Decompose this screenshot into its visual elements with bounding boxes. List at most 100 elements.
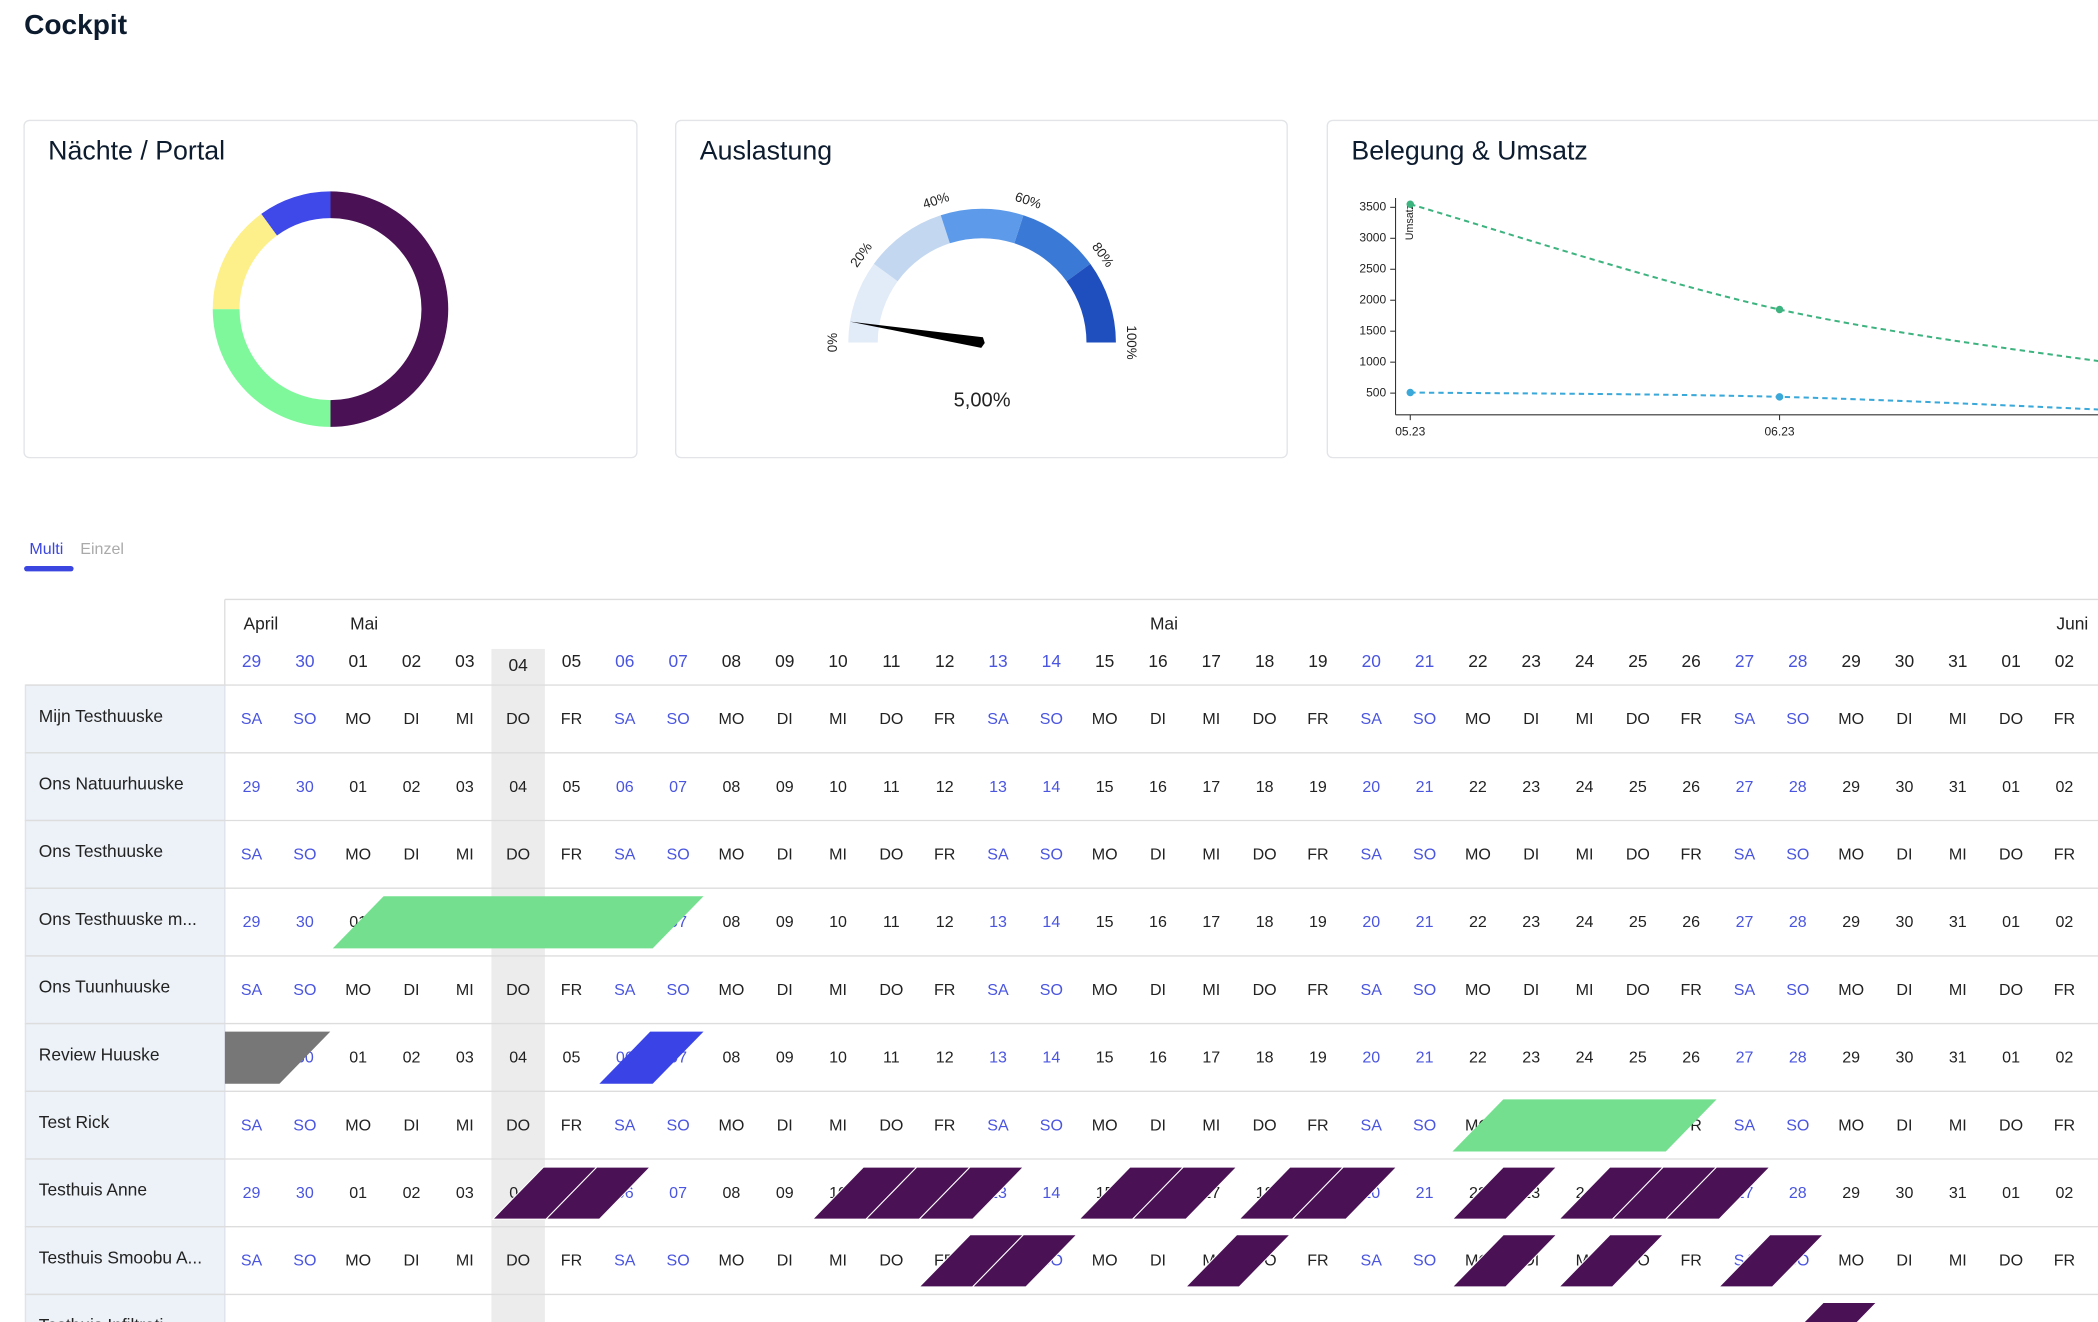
day-cell: DI (1896, 1116, 1912, 1134)
day-cell: 25 (1629, 1319, 1647, 1322)
day-cell: 10 (829, 913, 847, 931)
day-cell: MO (1465, 981, 1491, 999)
day-cell: DO (1253, 710, 1277, 728)
day-cell: MI (829, 846, 847, 864)
day-cell: 24 (1576, 1319, 1594, 1322)
day-cell: 08 (722, 1319, 740, 1322)
day-cell: DI (403, 710, 419, 728)
day-cell: 23 (1522, 913, 1540, 931)
day-cell: 19 (1309, 913, 1327, 931)
day-cell: DO (1999, 846, 2023, 864)
gauge-needle (849, 321, 985, 348)
day-cell: MO (1092, 710, 1118, 728)
tab[interactable]: Multi (29, 540, 63, 558)
unit-name: Testhuis Smoobu A... (39, 1247, 202, 1267)
day-cell: 18 (1256, 778, 1274, 796)
gauge-band (940, 208, 1024, 244)
x-tick-label: 06.23 (1764, 424, 1794, 438)
unit-name: Testhuis Anne (39, 1180, 147, 1200)
day-cell: DO (1253, 981, 1277, 999)
day-cell: DI (1896, 846, 1912, 864)
tab[interactable]: Einzel (80, 540, 124, 558)
unit-cell (24, 1226, 226, 1296)
day-cell: SO (293, 981, 316, 999)
day-cell: 30 (1896, 913, 1914, 931)
day-cell: 16 (1149, 1319, 1167, 1322)
day-cell: MI (1576, 846, 1594, 864)
day-cell: 14 (1042, 1184, 1060, 1202)
day-cell: MO (1465, 846, 1491, 864)
day-cell: 18 (1256, 913, 1274, 931)
day-cell: DO (1253, 846, 1277, 864)
day-cell: SA (614, 1116, 636, 1134)
day-cell: 04 (509, 778, 527, 796)
day-cell: DI (777, 1252, 793, 1270)
day-cell: FR (561, 710, 582, 728)
day-cell: FR (1680, 846, 1701, 864)
day-header: 20 (1362, 651, 1381, 671)
day-header: 04 (508, 655, 528, 675)
day-cell: DO (1626, 981, 1650, 999)
unit-cell (24, 684, 226, 754)
day-cell: 17 (1202, 1049, 1220, 1067)
day-cell: 17 (1202, 1319, 1220, 1322)
day-cell: 04 (509, 1319, 527, 1322)
day-cell: 29 (243, 1184, 261, 1202)
day-cell: DI (777, 1116, 793, 1134)
day-cell: MI (1949, 846, 1967, 864)
day-cell: MO (1838, 1116, 1864, 1134)
day-cell: MI (829, 710, 847, 728)
day-cell: 31 (1949, 1184, 1967, 1202)
day-cell: 27 (1736, 778, 1754, 796)
day-cell: MO (718, 710, 744, 728)
day-cell: MO (1092, 981, 1118, 999)
day-header: 26 (1682, 651, 1701, 671)
day-cell: 11 (883, 778, 900, 796)
day-cell: SO (667, 1116, 690, 1134)
day-cell: 26 (1682, 1049, 1700, 1067)
day-cell: 08 (722, 913, 740, 931)
day-cell: 21 (1416, 913, 1434, 931)
card-title: Belegung & Umsatz (1351, 136, 1587, 166)
bookings (224, 896, 1878, 1322)
day-cell: MO (345, 1116, 371, 1134)
day-cell: DI (1523, 981, 1539, 999)
month-label: Mai (350, 613, 378, 633)
card-title: Auslastung (700, 136, 832, 166)
day-cell: MI (1949, 1252, 1967, 1270)
day-cell: DI (1150, 981, 1166, 999)
day-cell: SO (667, 981, 690, 999)
day-cell: 13 (989, 913, 1007, 931)
day-header: 29 (242, 651, 261, 671)
day-header: 02 (2055, 651, 2074, 671)
day-header: 24 (1575, 651, 1595, 671)
day-cell: 30 (1896, 778, 1914, 796)
day-cell: FR (2054, 846, 2075, 864)
y-tick-label: 3000 (1359, 230, 1386, 244)
day-cell: 20 (1362, 1319, 1380, 1322)
day-cell: 06 (616, 1319, 634, 1322)
day-cell: 02 (403, 1049, 421, 1067)
day-header: 30 (295, 651, 314, 671)
calendar: April Mai Mai Juni 29 30 01 02 03 04 05 06 07 08 09 10 1… (24, 598, 2098, 1322)
day-cell: 05 (563, 1049, 581, 1067)
day-cell: DO (506, 1116, 530, 1134)
day-cell: SA (1734, 710, 1756, 728)
day-cell: SO (1786, 710, 1809, 728)
day-cell: 21 (1416, 778, 1434, 796)
day-cell: 03 (456, 778, 474, 796)
day-cell: 15 (1096, 778, 1114, 796)
day-cell: 16 (1149, 913, 1167, 931)
day-header: 11 (882, 651, 900, 671)
day-cell: FR (2054, 981, 2075, 999)
day-cell: SA (241, 846, 263, 864)
unit-name: Ons Natuurhuuske (39, 773, 184, 793)
day-cell: SO (1413, 1116, 1436, 1134)
day-cell: 16 (1149, 1049, 1167, 1067)
day-cell: MI (1202, 846, 1220, 864)
day-cell: 29 (1842, 1049, 1860, 1067)
day-cell: SO (1040, 710, 1063, 728)
card (23, 119, 638, 459)
gauge-tick-label: 100% (1124, 325, 1139, 359)
unit-name: Test Rick (39, 1112, 110, 1132)
